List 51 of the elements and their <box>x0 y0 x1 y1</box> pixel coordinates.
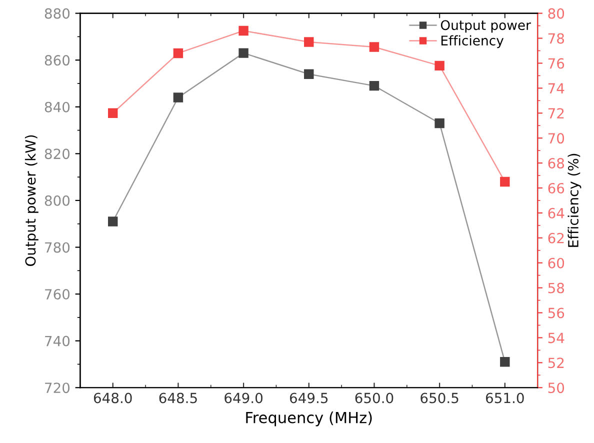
x-tick-label: 649.0 <box>224 392 262 404</box>
y2-axis-title: Efficiency (%) <box>568 154 582 247</box>
x-tick-label: 650.5 <box>420 392 458 404</box>
y2-tick-label: 74 <box>548 83 564 94</box>
legend-label: Efficiency <box>441 35 504 48</box>
point <box>108 108 118 118</box>
point <box>304 69 314 79</box>
y2-tick-label: 68 <box>548 158 564 168</box>
y-axis-title: Output power (kW) <box>24 135 38 266</box>
y-tick-label: 860 <box>44 55 70 66</box>
y-tick-label: 780 <box>45 242 70 253</box>
point <box>173 48 184 58</box>
point <box>108 216 118 226</box>
point <box>304 37 314 47</box>
x-tick-label: 650.0 <box>355 392 394 404</box>
y-tick-label: 720 <box>45 382 70 394</box>
y2-tick-label: 58 <box>548 282 564 294</box>
y2-tick-label: 78 <box>548 33 564 44</box>
y2-tick-label: 66 <box>548 182 564 194</box>
x-tick-label: 648.5 <box>159 392 197 404</box>
y-tick-label: 820 <box>44 148 70 160</box>
point <box>369 42 380 52</box>
y2-tick-label: 54 <box>548 332 564 344</box>
y2-tick-label: 76 <box>548 58 564 69</box>
x-tick-label: 651.0 <box>486 392 524 404</box>
y2-tick-label: 64 <box>548 208 564 218</box>
y-tick-label: 800 <box>44 195 70 206</box>
y2-tick-label: 72 <box>548 108 564 118</box>
y-tick-label: 840 <box>44 102 70 112</box>
x-tick-label: 649.5 <box>290 392 328 404</box>
y-tick-label: 880 <box>44 8 70 19</box>
point <box>173 92 184 102</box>
point <box>369 80 380 91</box>
point <box>434 60 444 71</box>
x-axis-title: Frequency (MHz) <box>246 412 372 426</box>
legend-label: Output power <box>440 20 531 33</box>
point <box>434 118 444 128</box>
point <box>238 26 248 36</box>
y2-tick-label: 62 <box>548 232 564 244</box>
y2-tick-label: 56 <box>548 308 564 318</box>
point <box>500 357 510 367</box>
x-tick-label: 648.0 <box>94 392 132 404</box>
y2-tick-label: 50 <box>548 382 564 394</box>
point <box>500 176 510 187</box>
y-tick-label: 760 <box>45 289 70 300</box>
y2-tick-label: 70 <box>548 133 564 144</box>
y2-tick-label: 60 <box>548 258 564 268</box>
y2-tick-label: 80 <box>548 8 564 19</box>
y2-tick-label: 52 <box>548 358 564 368</box>
point <box>238 48 248 58</box>
y-tick-label: 740 <box>45 336 70 346</box>
